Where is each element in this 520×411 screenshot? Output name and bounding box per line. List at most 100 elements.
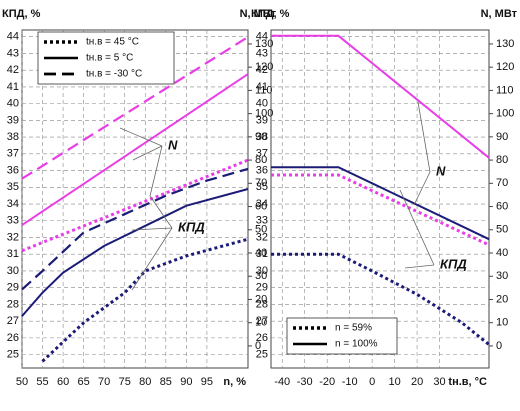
- y2-tick-label: 80: [255, 154, 267, 166]
- y-tick-label: 32: [7, 231, 19, 243]
- leader-line: [119, 127, 163, 147]
- x-tick-label: 55: [36, 376, 48, 388]
- y-tick-label: 28: [256, 298, 268, 310]
- y-tick-label: 34: [256, 198, 268, 210]
- leader-line: [149, 195, 173, 229]
- y-tick-label: 31: [256, 248, 268, 260]
- leader-line: [413, 171, 431, 206]
- series-line: [21, 167, 249, 291]
- x-axis-title: tн.в, °C: [448, 376, 487, 388]
- y-tick-label: 41: [7, 81, 19, 93]
- series-line: [21, 188, 249, 317]
- y-tick-label: 44: [7, 31, 19, 43]
- y2-tick-label: 20: [496, 293, 508, 305]
- legend-label: tн.в = -30 °C: [86, 69, 142, 80]
- y2-tick-label: 30: [255, 270, 267, 282]
- y-tick-label: 26: [256, 332, 268, 344]
- y2-tick-label: 80: [496, 154, 508, 166]
- x-tick-label: 30: [433, 376, 445, 388]
- annotation: N: [168, 137, 178, 152]
- y-tick-label: 43: [256, 47, 268, 59]
- y-tick-label: 40: [256, 98, 268, 110]
- y2-tick-label: 40: [496, 247, 508, 259]
- y-tick-label: 25: [7, 349, 19, 361]
- x-tick-label: 90: [180, 376, 192, 388]
- leader-line: [404, 264, 435, 269]
- y-tick-label: 27: [7, 315, 19, 327]
- y2-tick-label: 10: [496, 317, 508, 329]
- y2-tick-label: 0: [496, 340, 502, 352]
- x-axis-title: n, %: [223, 376, 246, 388]
- series-line: [21, 36, 249, 180]
- x-tick-label: 10: [388, 376, 400, 388]
- y-tick-label: 41: [256, 81, 268, 93]
- x-tick-label: 95: [201, 376, 213, 388]
- x-tick-label: -10: [342, 376, 358, 388]
- annotation: N: [436, 163, 446, 178]
- plot-frame: [270, 29, 490, 369]
- leader-line: [132, 145, 163, 161]
- x-tick-label: 75: [119, 376, 131, 388]
- y2-tick-label: 130: [255, 38, 273, 50]
- y-axis-title: КПД, %: [251, 8, 290, 20]
- leader-line: [399, 189, 435, 266]
- y2-tick-label: 90: [496, 131, 508, 143]
- y2-tick-label: 120: [255, 61, 273, 73]
- y-tick-label: 27: [256, 315, 268, 327]
- annotation: КПД: [178, 219, 205, 234]
- x-tick-label: 65: [78, 376, 90, 388]
- y-tick-label: 25: [256, 349, 268, 361]
- leader-line: [131, 227, 173, 291]
- y-tick-label: 28: [7, 298, 19, 310]
- legend-label: n = 59%: [335, 323, 372, 334]
- leader-line: [417, 101, 431, 173]
- y2-tick-label: 70: [255, 177, 267, 189]
- x-tick-label: -30: [297, 376, 313, 388]
- y-tick-label: 38: [256, 131, 268, 143]
- y-tick-label: 35: [256, 181, 268, 193]
- y2-tick-label: 100: [255, 108, 273, 120]
- y-tick-label: 30: [256, 265, 268, 277]
- x-tick-label: 20: [411, 376, 423, 388]
- y-axis-title: КПД, %: [2, 8, 41, 20]
- series-line: [41, 237, 249, 363]
- y-tick-label: 29: [256, 282, 268, 294]
- x-tick-label: 0: [369, 376, 375, 388]
- y-tick-label: 44: [256, 31, 268, 43]
- y-tick-label: 34: [7, 198, 19, 210]
- y-tick-label: 38: [7, 131, 19, 143]
- y-tick-label: 30: [7, 265, 19, 277]
- x-tick-label: -40: [274, 376, 290, 388]
- y-tick-label: 37: [7, 148, 19, 160]
- y2-tick-label: 70: [496, 177, 508, 189]
- x-tick-label: 50: [16, 376, 28, 388]
- x-tick-label: 85: [160, 376, 172, 388]
- leader-line: [149, 145, 163, 197]
- y-tick-label: 33: [7, 215, 19, 227]
- y2-axis-title: N, МВт: [481, 8, 518, 20]
- y-tick-label: 29: [7, 282, 19, 294]
- y2-tick-label: 50: [496, 224, 508, 236]
- series-line: [271, 34, 490, 159]
- y-tick-label: 37: [256, 148, 268, 160]
- y2-tick-label: 60: [255, 200, 267, 212]
- y2-tick-label: 50: [255, 224, 267, 236]
- series-line: [271, 173, 490, 247]
- legend-label: tн.в = 5 °C: [86, 53, 133, 64]
- y-tick-label: 31: [7, 248, 19, 260]
- y2-tick-label: 100: [496, 108, 514, 120]
- y-tick-label: 39: [256, 114, 268, 126]
- y-tick-label: 42: [7, 64, 19, 76]
- legend-label: tн.в = 45 °C: [86, 37, 139, 48]
- y2-tick-label: 90: [255, 131, 267, 143]
- series-line: [21, 158, 249, 253]
- x-tick-label: 60: [57, 376, 69, 388]
- series-line: [271, 252, 490, 346]
- y2-tick-label: 30: [496, 270, 508, 282]
- series-line: [271, 166, 490, 241]
- y2-axis-title: N, МВт: [240, 8, 277, 20]
- y-tick-label: 36: [7, 164, 19, 176]
- annotation: КПД: [440, 256, 467, 271]
- y2-tick-label: 120: [496, 61, 514, 73]
